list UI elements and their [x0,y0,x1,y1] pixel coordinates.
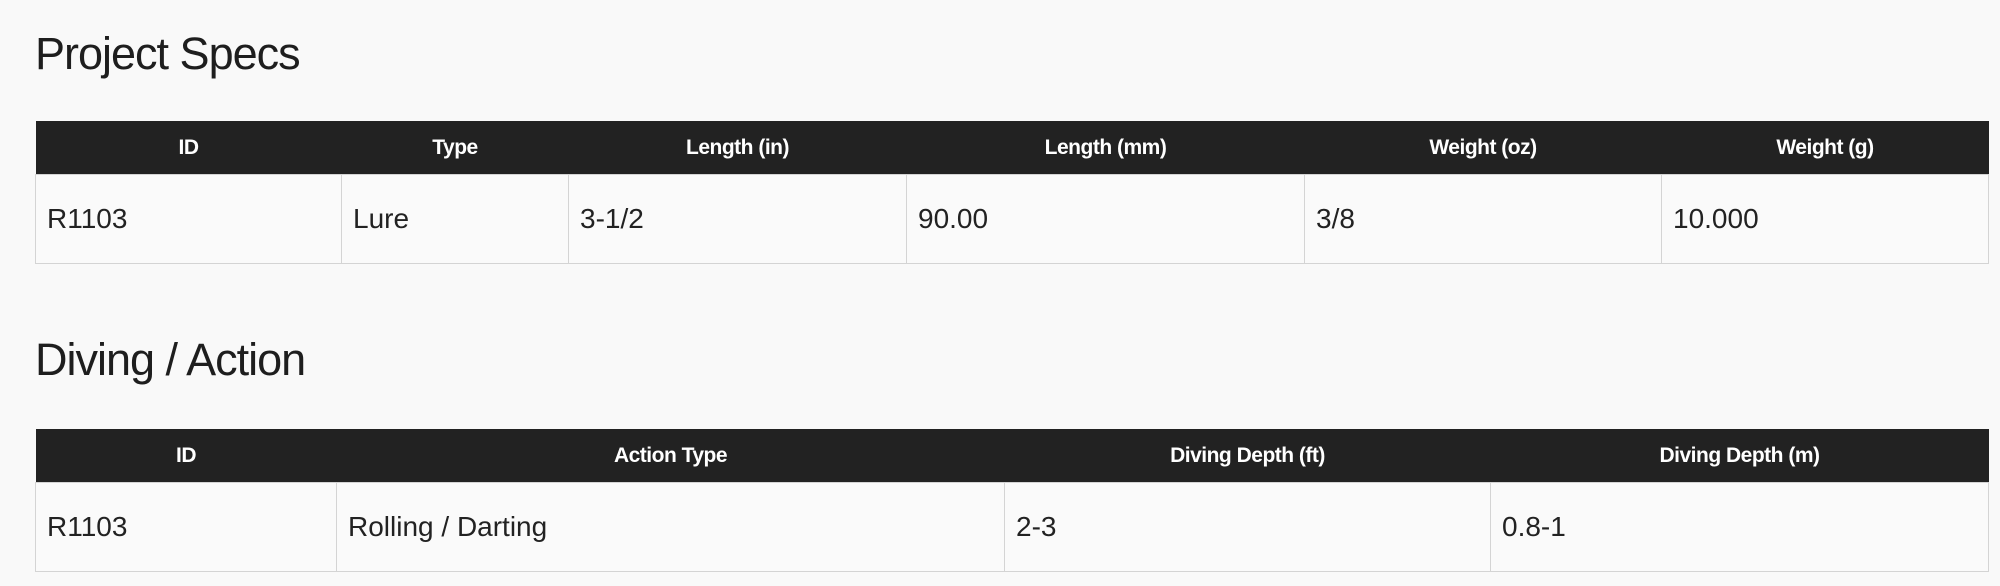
column-header[interactable]: Diving Depth (ft) [1004,429,1491,483]
table-cell: R1103 [35,174,342,264]
column-header[interactable]: Length (mm) [906,121,1305,175]
table-cell: 2-3 [1004,482,1491,572]
section-title-diving-action: Diving / Action [35,334,306,385]
column-header[interactable]: Diving Depth (m) [1490,429,1989,483]
column-header[interactable]: Action Type [336,429,1005,483]
column-header[interactable]: ID [35,121,342,175]
column-header[interactable]: Length (in) [568,121,907,175]
column-header[interactable]: ID [35,429,337,483]
table-cell: 3-1/2 [568,174,907,264]
project-specs-table: ID Type Length (in) Length (mm) Weight (… [35,121,1989,264]
table-row: R1103 Rolling / Darting 2-3 0.8-1 [35,482,1989,572]
column-header[interactable]: Weight (g) [1661,121,1989,175]
table-cell: R1103 [35,482,337,572]
column-header[interactable]: Weight (oz) [1304,121,1662,175]
table-cell: Lure [341,174,569,264]
column-header[interactable]: Type [341,121,569,175]
table-cell: Rolling / Darting [336,482,1005,572]
table-row: R1103 Lure 3-1/2 90.00 3/8 10.000 [35,174,1989,264]
table-cell: 0.8-1 [1490,482,1989,572]
table-cell: 3/8 [1304,174,1662,264]
table-cell: 10.000 [1661,174,1989,264]
diving-action-table: ID Action Type Diving Depth (ft) Diving … [35,429,1989,572]
table-header-row: ID Action Type Diving Depth (ft) Diving … [35,429,1989,483]
section-title-project-specs: Project Specs [35,28,301,79]
table-cell: 90.00 [906,174,1305,264]
table-header-row: ID Type Length (in) Length (mm) Weight (… [35,121,1989,175]
